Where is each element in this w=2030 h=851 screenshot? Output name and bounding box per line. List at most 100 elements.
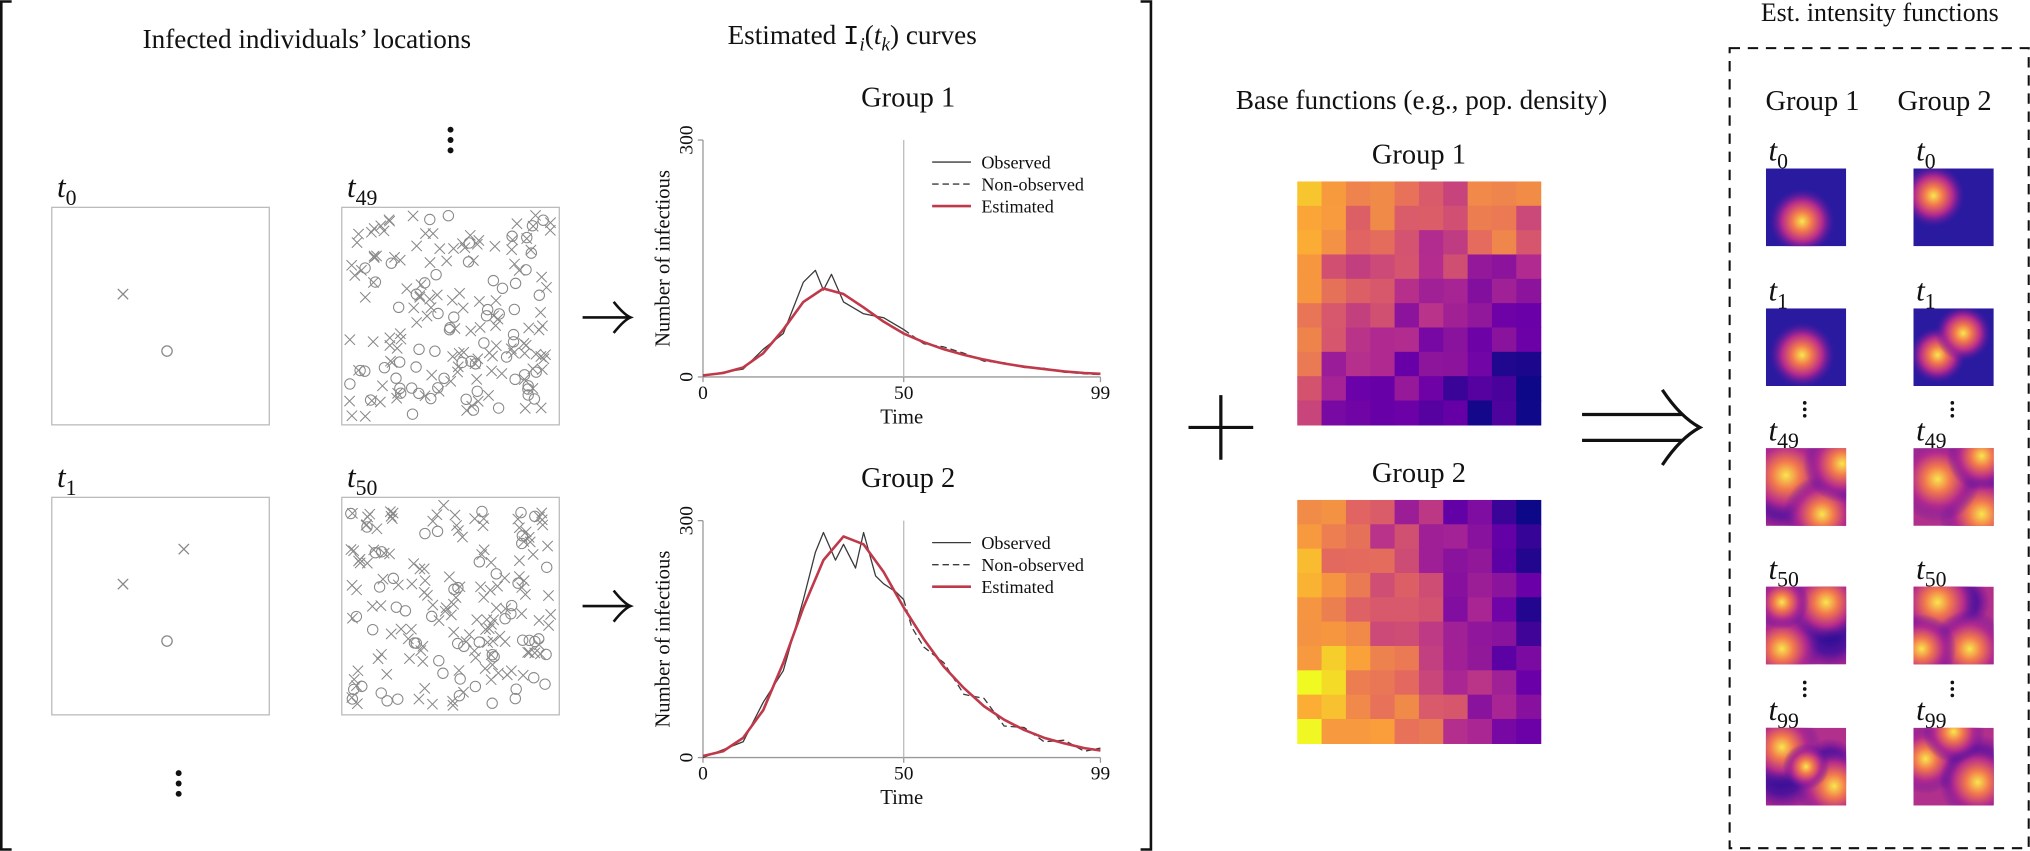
heat-cell [1297, 597, 1323, 623]
cross [401, 283, 413, 295]
circle [526, 220, 539, 232]
heat-cell [1491, 694, 1517, 720]
cross [367, 276, 379, 289]
cross [414, 291, 426, 303]
cross [508, 258, 521, 270]
time-base: t [347, 169, 357, 204]
heat-cell [1297, 572, 1323, 598]
series-line [702, 269, 905, 377]
heat-cell [1418, 303, 1444, 329]
cross [522, 646, 534, 658]
circle [486, 648, 499, 661]
time-label: t49 [347, 169, 377, 210]
hot-blob [1913, 168, 1965, 227]
circle [419, 277, 431, 289]
heat-cell [1467, 303, 1493, 329]
heat-cell [1297, 645, 1323, 671]
cross [487, 635, 499, 647]
cross [535, 402, 547, 414]
cross [419, 682, 431, 694]
circle [375, 546, 388, 558]
cross [434, 243, 446, 255]
circle [392, 301, 405, 313]
cross [375, 600, 387, 612]
intensity-map [1765, 168, 1847, 247]
cross [384, 506, 396, 518]
cross [467, 254, 479, 267]
heat-cell [1394, 230, 1420, 256]
heat-cell [1491, 351, 1517, 377]
title-part: Estimated [728, 20, 843, 50]
cross [535, 306, 547, 319]
circle [507, 328, 520, 341]
cross [492, 313, 504, 325]
heat-cell [1491, 718, 1517, 744]
cross [505, 665, 517, 677]
cross [368, 250, 380, 262]
cross [391, 342, 403, 354]
time-label: t50 [347, 459, 378, 500]
cross [346, 507, 358, 519]
cross [445, 609, 457, 621]
heat-cell [1418, 327, 1444, 353]
circle [528, 672, 540, 684]
cross [452, 361, 464, 373]
heat-cell [1418, 572, 1444, 598]
title-part: I [843, 22, 859, 53]
heat-cell [1321, 645, 1347, 671]
cross [426, 698, 439, 710]
circle [385, 257, 398, 269]
cross [419, 575, 431, 587]
cross [543, 619, 555, 632]
heat-cell [1394, 400, 1420, 426]
time-label: t0 [1916, 133, 1936, 174]
circle [506, 230, 518, 242]
cross [511, 218, 523, 230]
cross [394, 328, 406, 340]
y-tick-label: 0 [677, 753, 698, 763]
circle [458, 640, 470, 653]
ellipsis [1802, 401, 1955, 698]
time-base: t [1768, 412, 1778, 447]
circle [348, 683, 360, 696]
heat-cell [1467, 278, 1493, 304]
circle [486, 697, 498, 709]
cross [346, 410, 358, 422]
heat-cell [1370, 499, 1396, 525]
heat-cell [1491, 327, 1517, 353]
heat-cell [1516, 694, 1542, 720]
circle [369, 547, 382, 559]
heat-cell [1467, 670, 1493, 696]
heat-cell [1345, 645, 1371, 671]
cross [452, 525, 464, 537]
circle [448, 311, 460, 323]
heat-cell [1467, 205, 1493, 231]
heat-cell [1394, 181, 1420, 207]
cross [490, 319, 502, 332]
heat-cell [1321, 376, 1347, 402]
circle [469, 358, 482, 370]
cross [415, 279, 427, 291]
heat-cell [1370, 230, 1396, 256]
legend-label: Estimated [981, 577, 1053, 597]
circle [453, 689, 466, 702]
heat-cell [1345, 303, 1371, 329]
heat-cell [1321, 205, 1347, 231]
heat-cell [1443, 400, 1469, 426]
cross [413, 693, 425, 705]
x-tick-label: 99 [1091, 383, 1110, 404]
chart-title: Group 2 [861, 463, 955, 494]
circle [539, 678, 551, 690]
circle [541, 561, 553, 573]
heat-cell [1418, 230, 1444, 256]
snapshot-box [51, 206, 270, 426]
heat-cell [1345, 597, 1371, 623]
heat-cell [1467, 181, 1493, 207]
circle [480, 310, 493, 322]
cross [355, 264, 367, 276]
cross [516, 581, 528, 594]
heat-cell [1345, 327, 1371, 353]
heat-cell [1321, 181, 1347, 207]
cross [473, 295, 485, 308]
